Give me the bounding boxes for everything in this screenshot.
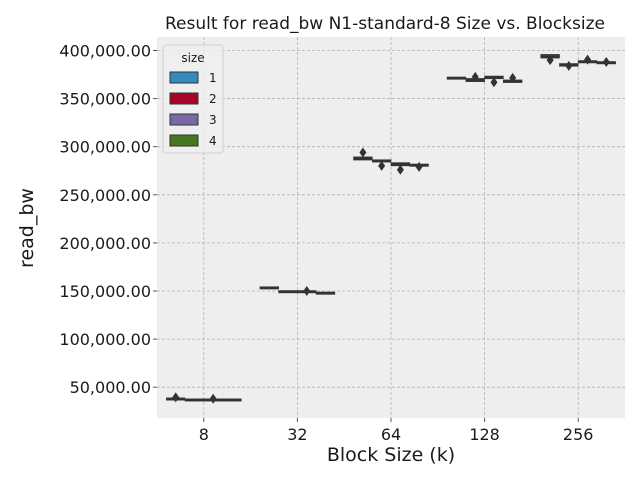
legend: size 1 2 3 4: [162, 44, 224, 154]
outlier-marker: [378, 160, 386, 171]
legend-swatch: [169, 92, 199, 105]
x-tick-label: 128: [469, 425, 500, 444]
legend-swatch: [169, 71, 199, 84]
y-ticks: 50,000.00 100,000.00 150,000.00 200,000.00 2…: [59, 41, 157, 397]
y-tick-label: 400,000.00: [59, 41, 151, 60]
legend-label: 1: [209, 71, 217, 85]
legend-label: 3: [209, 113, 217, 127]
legend-swatch: [169, 113, 199, 126]
y-tick-label: 50,000.00: [70, 378, 151, 397]
x-ticks: 8 32 64 128 256: [199, 418, 594, 444]
outlier-marker: [565, 60, 573, 71]
grid: [157, 37, 625, 418]
legend-label: 2: [209, 92, 217, 106]
chart-title: Result for read_bw N1-standard-8 Size vs…: [165, 14, 605, 34]
legend-swatch: [169, 134, 199, 147]
outlier-marker: [396, 164, 404, 175]
x-tick-label: 256: [563, 425, 594, 444]
outlier-marker: [490, 77, 498, 88]
y-tick-label: 200,000.00: [59, 234, 151, 253]
x-tick-label: 64: [381, 425, 401, 444]
y-axis-title: read_bw: [16, 188, 38, 268]
legend-items: 1 2 3 4: [169, 71, 217, 148]
x-tick-label: 32: [287, 425, 307, 444]
x-tick-label: 8: [199, 425, 209, 444]
outlier-marker: [172, 392, 180, 403]
y-tick-label: 150,000.00: [59, 282, 151, 301]
outlier-marker: [359, 147, 367, 158]
outlier-marker: [509, 72, 517, 83]
outlier-marker: [303, 286, 311, 296]
y-tick-label: 350,000.00: [59, 90, 151, 109]
outlier-marker: [471, 71, 479, 82]
y-tick-label: 100,000.00: [59, 330, 151, 349]
outlier-marker: [209, 393, 217, 404]
legend-label: 4: [209, 134, 217, 148]
y-tick-label: 300,000.00: [59, 138, 151, 157]
outlier-marker: [415, 161, 423, 172]
outlier-marker: [546, 55, 554, 66]
x-axis-title: Block Size (k): [327, 444, 455, 466]
y-tick-label: 250,000.00: [59, 186, 151, 205]
boxes: [166, 54, 616, 404]
outlier-marker: [584, 54, 592, 65]
legend-title: size: [181, 51, 204, 65]
outlier-marker: [602, 57, 610, 68]
